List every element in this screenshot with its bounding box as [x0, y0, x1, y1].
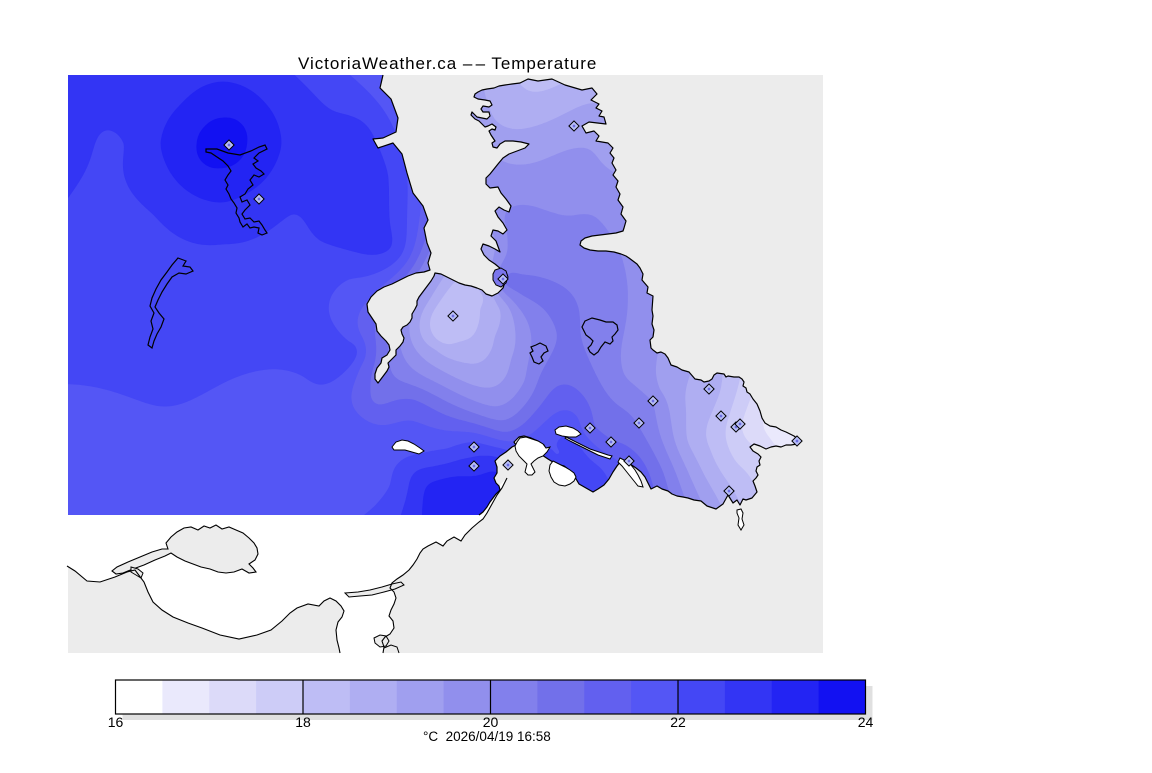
- svg-text:22: 22: [670, 714, 686, 730]
- svg-text:16: 16: [108, 714, 124, 730]
- svg-text:24: 24: [858, 714, 874, 730]
- svg-text:20: 20: [483, 714, 499, 730]
- svg-text:VictoriaWeather.ca – – Tempera: VictoriaWeather.ca – – Temperature: [298, 54, 597, 73]
- svg-text:18: 18: [295, 714, 311, 730]
- svg-text:°C 2026/04/19 16:58: °C 2026/04/19 16:58: [423, 729, 551, 744]
